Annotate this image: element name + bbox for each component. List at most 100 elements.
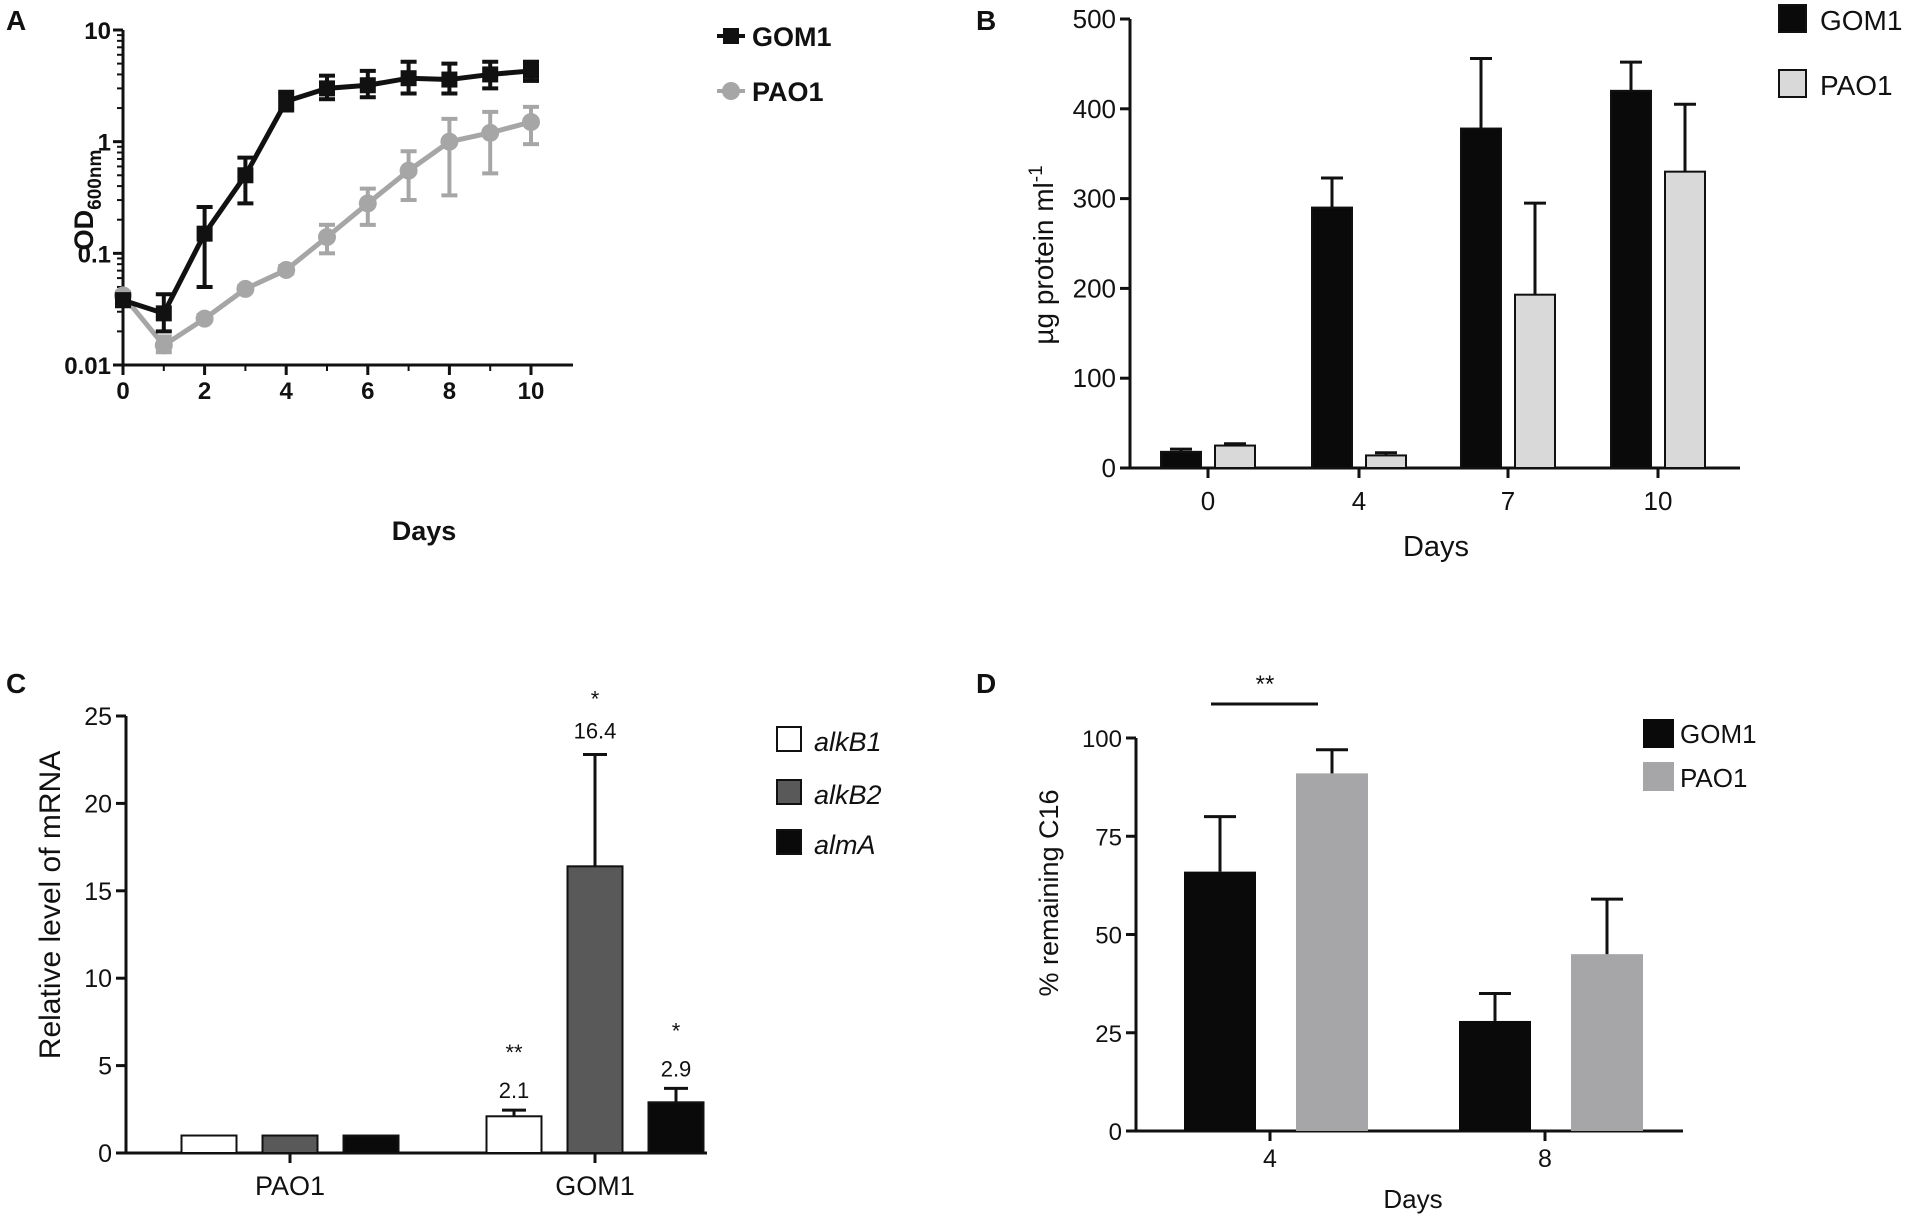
data-label: 16.4 [574,718,617,743]
y-tick-label: 0.1 [78,241,111,268]
x-tick-label: 8 [443,378,456,405]
y-axis-title: Relative level of mRNA [34,751,67,1059]
bar-gom1 [1460,127,1502,469]
data-point-gom1 [359,77,376,94]
y-axis-label-superscript: -1 [1026,165,1047,182]
legend: alkB1 alkB2 almA [776,726,882,860]
y-tick-label: 0.01 [64,353,111,380]
legend-swatch-alkb1 [776,726,802,752]
bar-gom1 [1160,450,1202,469]
panel-label: D [976,668,996,699]
bar-gom1 [1610,89,1652,469]
bar-alkb1 [180,1134,238,1155]
panel-label: C [6,668,26,699]
significance-stars: * [591,686,600,711]
y-tick-label: 10 [84,965,112,993]
data-point-gom1 [278,93,295,110]
bar-alkb2 [566,865,624,1154]
data-label: 2.9 [661,1056,692,1081]
y-tick-label: 20 [84,790,112,818]
legend: GOM1 PAO1 [717,22,832,107]
bar-pao1 [1664,170,1706,469]
legend: GOM1 PAO1 [1643,719,1757,793]
data-point-gom1 [319,80,335,97]
bar-pao1 [1571,954,1643,1131]
x-tick-label: 4 [1352,486,1366,516]
legend-label-alkb1: alkB1 [814,727,882,757]
y-axis-label: % remaining C16 [1034,789,1064,996]
y-axis-label-subscript: 600nm [85,150,106,210]
data-point-pao1 [358,194,377,213]
x-tick-label: 2 [198,378,211,405]
x-tick-label: 6 [361,378,374,405]
x-tick-label: 10 [518,378,545,405]
y-tick-label: 75 [1095,824,1122,851]
legend-label-alma: almA [814,830,876,860]
svg-text:OD600nm: OD600nm [69,150,106,251]
significance-stars: ** [505,1040,523,1065]
x-axis-label: Days [392,516,457,546]
bar-alma [342,1134,400,1155]
series-gom1 [115,59,539,334]
bar-pao1 [1514,293,1556,469]
legend-swatch-pao1 [1778,69,1807,98]
x-tick-label: PAO1 [255,1171,325,1201]
y-tick-label: 1 [98,130,111,157]
legend-marker-pao1 [722,82,740,100]
data-point-pao1 [440,132,459,151]
bar-alkb2 [261,1134,319,1155]
y-tick-label: 15 [84,878,112,906]
series-pao1 [114,104,540,355]
legend-label-pao1: PAO1 [1820,70,1893,101]
legend-label-gom1: GOM1 [1680,719,1757,749]
y-axis-title: OD600nm [69,150,106,251]
legend-label-pao1: PAO1 [752,77,824,107]
y-axis-title: % remaining C16 [1034,789,1064,996]
legend-swatch-alma [776,829,802,855]
bar-pao1 [1296,773,1368,1131]
x-tick-label: 4 [280,378,294,405]
y-tick-label: 0 [98,1140,112,1168]
legend-label-alkb2: alkB2 [814,780,882,810]
legend-marker-gom1 [723,28,739,44]
y-tick-label: 5 [98,1053,112,1081]
y-axis-label: OD [69,210,99,251]
bar-alma [647,1101,705,1154]
x-tick-label: 10 [1644,486,1673,516]
data-point-pao1 [195,309,214,328]
x-axis-label: Days [1383,1184,1442,1214]
panel-label: B [976,5,996,36]
legend-label-gom1: GOM1 [752,22,832,52]
y-tick-label: 400 [1073,94,1116,124]
significance-stars: * [672,1018,681,1043]
legend: GOM1 PAO1 [1778,4,1902,101]
y-tick-label: 300 [1073,184,1116,214]
panel-c: C Relative level of mRNA 0 5 10 15 20 25 PAO1 G… [6,668,882,1201]
panel-b: B µg protein ml-1 Days 0 100 200 300 400 500 0… [976,4,1902,563]
bar-pao1 [1214,444,1256,469]
y-axis-label: Relative level of mRNA [34,751,67,1059]
legend-swatch-alkb2 [776,779,802,805]
y-tick-label: 10 [84,18,111,45]
data-point-gom1 [482,66,499,83]
significance-stars: ** [1256,671,1275,698]
svg-text:µg protein ml-1: µg protein ml-1 [1026,165,1059,344]
y-tick-label: 50 [1095,923,1122,950]
panel-label: A [6,5,26,36]
y-tick-label: 200 [1073,273,1116,303]
y-tick-label: 0 [1109,1119,1122,1146]
bar-gom1 [1184,871,1256,1131]
legend-swatch-pao1 [1643,762,1674,791]
data-point-gom1 [523,62,539,79]
x-tick-label: 0 [1201,486,1215,516]
data-point-pao1 [154,336,173,355]
x-tick-label: 8 [1538,1145,1552,1173]
data-point-gom1 [400,70,417,87]
data-point-pao1 [481,123,500,142]
data-point-pao1 [236,279,255,298]
y-axis-label: µg protein ml [1028,182,1059,344]
data-point-pao1 [522,113,540,132]
legend-label-pao1: PAO1 [1680,763,1747,793]
data-point-gom1 [237,167,254,184]
legend-swatch-gom1 [1778,4,1807,33]
